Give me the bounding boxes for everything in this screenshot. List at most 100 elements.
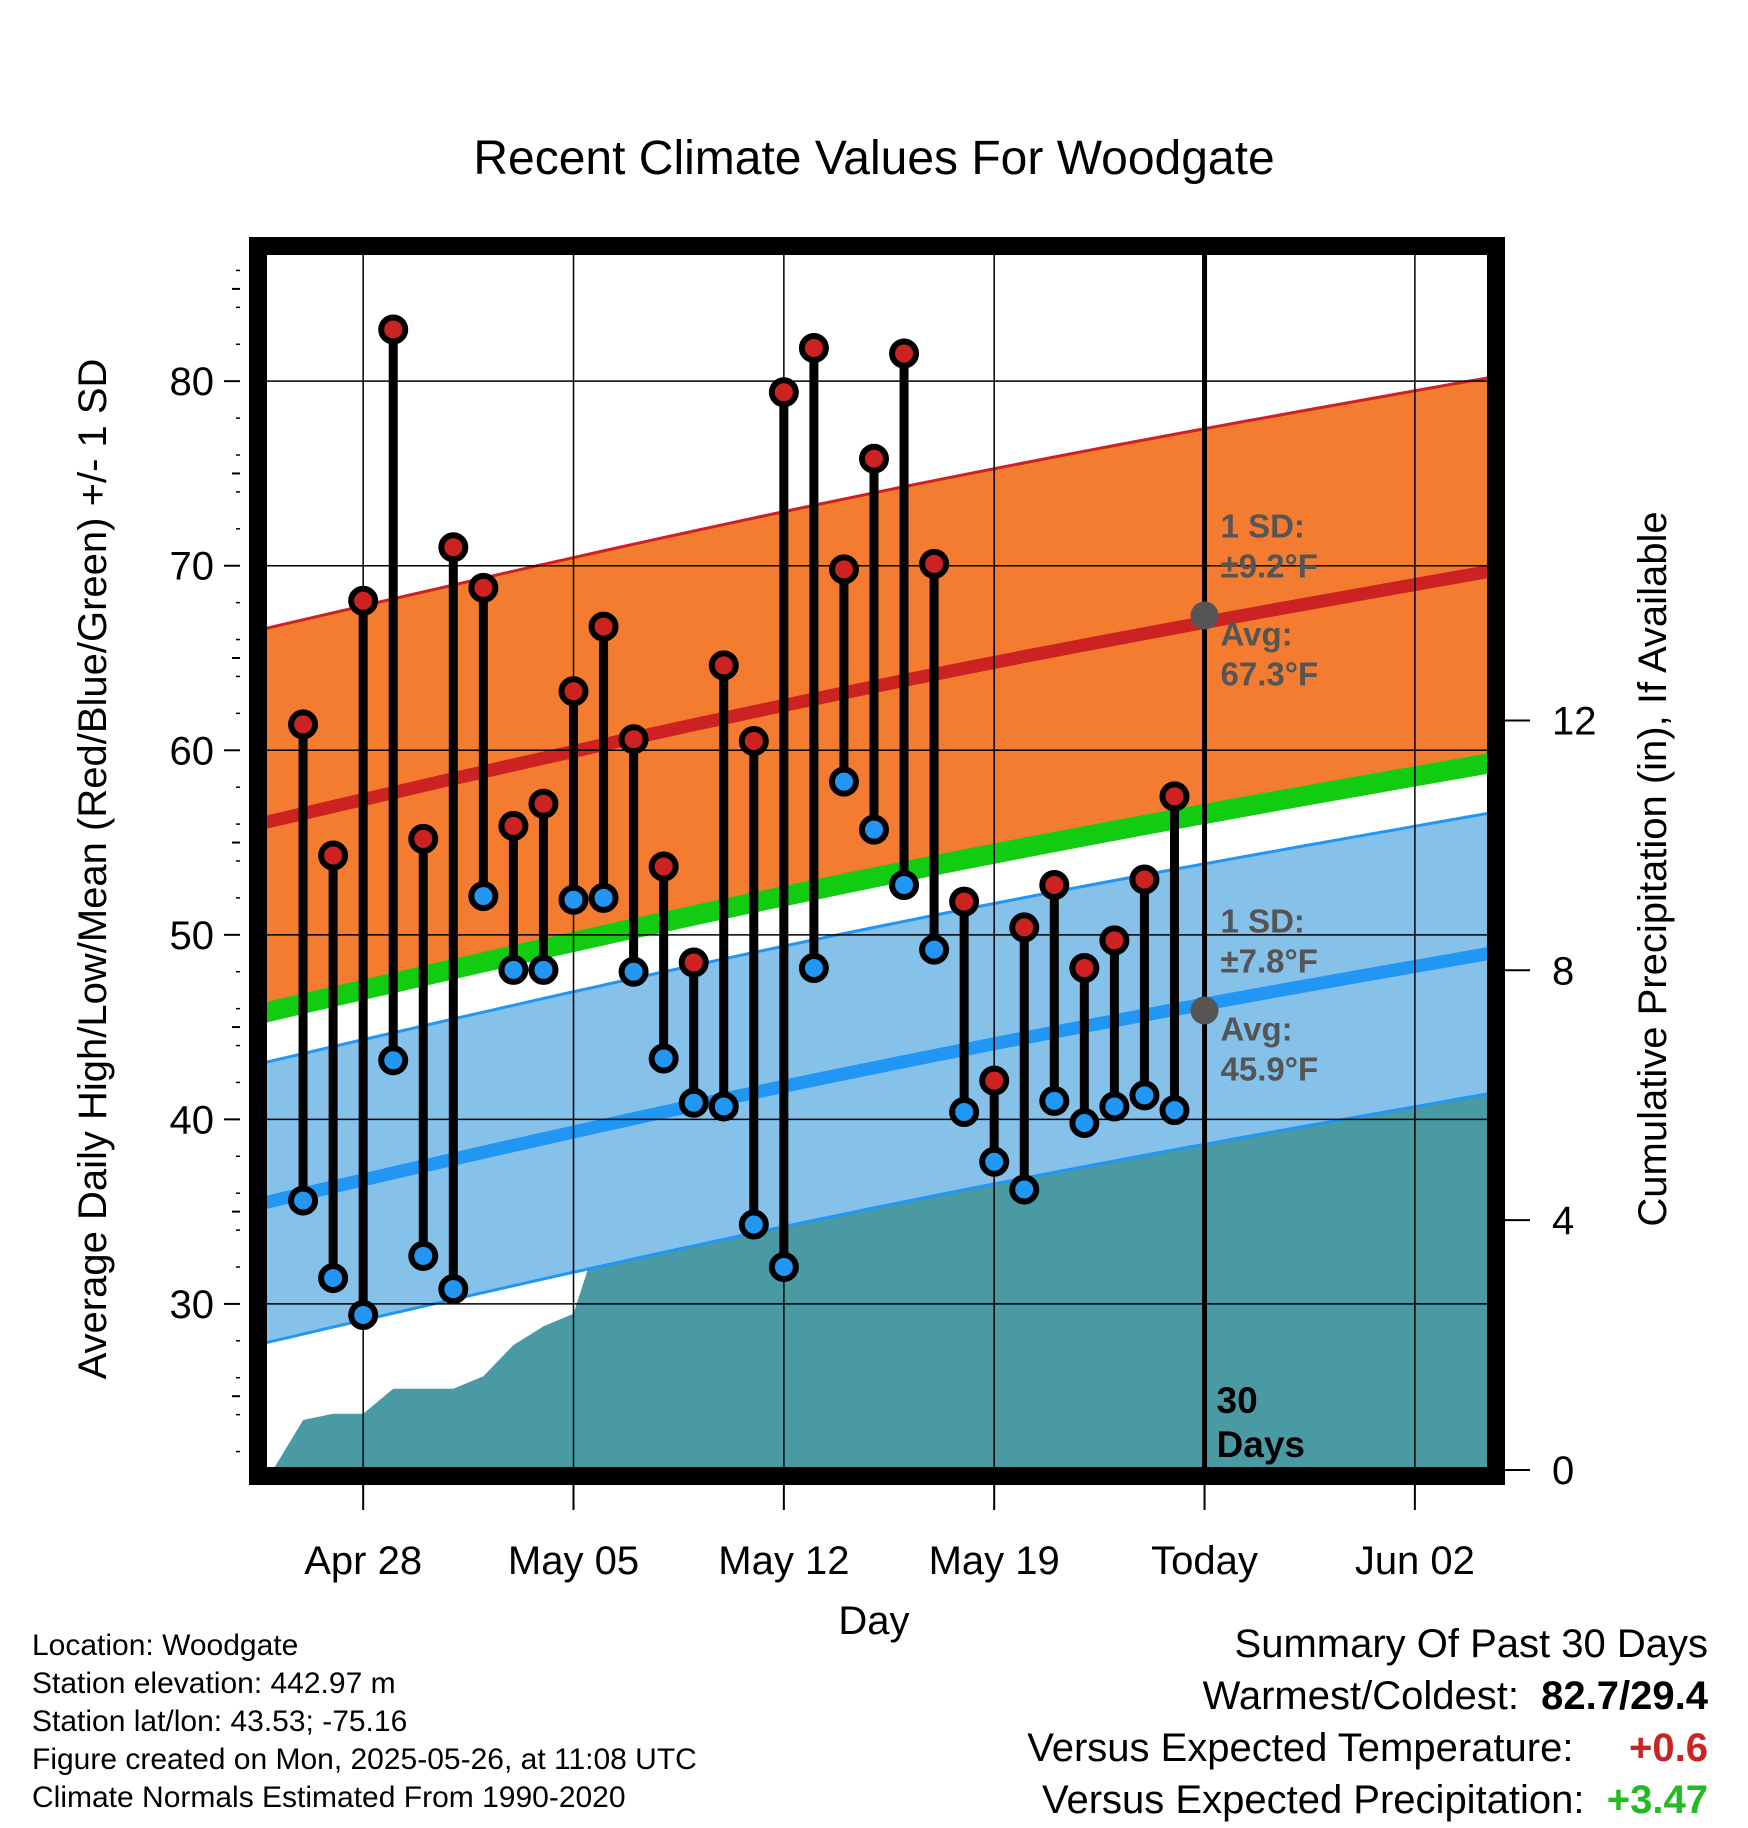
daily-low-point: [889, 869, 920, 900]
daily-low-point: [378, 1045, 409, 1076]
daily-low-point: [919, 934, 950, 965]
precip-label: Versus Expected Precipitation:: [1042, 1778, 1585, 1822]
daily-low-point: [318, 1263, 349, 1294]
daily-low-point: [288, 1185, 319, 1216]
y-tick-label: 60: [170, 729, 215, 773]
high-normal-label: 1 SD:: [1221, 508, 1305, 545]
daily-high-point: [708, 650, 739, 681]
daily-high-point: [288, 709, 319, 740]
daily-low-point: [558, 884, 589, 915]
y2-tick-label: 0: [1552, 1449, 1574, 1493]
daily-high-point: [678, 947, 709, 978]
mean-normal-line: [258, 753, 1490, 1024]
y-tick-label: 50: [170, 914, 215, 958]
daily-low-point: [528, 954, 559, 985]
daily-high-point: [648, 851, 679, 882]
low-normal-label: 45.9°F: [1221, 1050, 1319, 1087]
daily-high-point: [1069, 953, 1100, 984]
y-axis-label: Average Daily High/Low/Mean (Red/Blue/Gr…: [71, 359, 115, 1380]
daily-low-point: [738, 1209, 769, 1240]
x-tick-label: May 05: [508, 1539, 639, 1583]
x-axis-label: Day: [838, 1599, 909, 1643]
daily-high-point: [618, 724, 649, 755]
footer-location: Location: Woodgate: [32, 1629, 299, 1662]
summary-heading: Summary Of Past 30 Days: [1234, 1622, 1708, 1666]
daily-low-point: [768, 1252, 799, 1282]
daily-high-point: [798, 332, 829, 363]
x-tick-label: Jun 02: [1355, 1539, 1475, 1583]
daily-high-point: [588, 611, 619, 642]
low-normal-label: Avg:: [1221, 1010, 1293, 1047]
temp-value: +0.6: [1629, 1726, 1708, 1770]
daily-high-point: [979, 1065, 1010, 1096]
daily-low-point: [828, 766, 859, 797]
summary-temp: Versus Expected Temperature: +0.6: [1027, 1722, 1708, 1774]
y2-tick-label: 8: [1552, 949, 1574, 993]
daily-high-point: [1039, 869, 1070, 900]
axes-layer: 30 40 50 60 70 80 0 4 8 12 Apr 28 May 05 May 12 May 1…: [170, 269, 1597, 1583]
daily-low-point: [678, 1087, 709, 1118]
daily-high-point: [828, 554, 859, 585]
high-normal-label: Avg:: [1221, 616, 1293, 653]
daily-high-point: [1129, 864, 1160, 895]
low-normal-line: [258, 946, 1490, 1211]
daily-low-point: [1069, 1108, 1100, 1139]
daily-high-point: [919, 548, 950, 579]
y2-tick-label: 12: [1552, 699, 1597, 743]
daily-low-point: [949, 1096, 980, 1127]
y-tick-label: 80: [170, 360, 215, 404]
y-tick-label: 70: [170, 545, 215, 589]
x-tick-label: Apr 28: [304, 1539, 422, 1583]
daily-high-point: [889, 338, 920, 369]
daily-temperature-layer: [288, 314, 1190, 1330]
daily-high-point: [859, 443, 889, 474]
chart-title: Recent Climate Values For Woodgate: [473, 132, 1274, 185]
plot-border: [249, 237, 1505, 1485]
daily-low-point: [1099, 1091, 1130, 1122]
daily-high-point: [1159, 781, 1190, 812]
low-normal-band: [258, 811, 1490, 1347]
y2-tick-label: 4: [1552, 1199, 1574, 1243]
low-normal-marker: [1190, 996, 1219, 1025]
daily-low-point: [438, 1274, 469, 1305]
daily-low-point: [1039, 1085, 1070, 1116]
precip-value: +3.47: [1606, 1778, 1708, 1822]
daily-high-point: [558, 676, 589, 707]
y-tick-label: 40: [170, 1098, 215, 1142]
daily-low-point: [618, 956, 649, 987]
footer-elevation: Station elevation: 442.97 m: [32, 1667, 396, 1700]
today-line-label: 30: [1217, 1380, 1258, 1421]
daily-low-point: [1009, 1174, 1040, 1205]
daily-low-point: [468, 881, 499, 912]
x-tick-label: Today: [1151, 1539, 1258, 1583]
temp-label: Versus Expected Temperature:: [1027, 1726, 1574, 1770]
daily-low-point: [979, 1146, 1010, 1177]
plot-frame: [249, 237, 1505, 1485]
daily-low-point: [1159, 1095, 1190, 1126]
daily-low-point: [408, 1240, 439, 1271]
y2-axis-label: Cumulative Precipitation (in), If Availa…: [1631, 511, 1675, 1226]
daily-high-point: [949, 886, 980, 917]
low-normal-label: ±7.8°F: [1221, 942, 1318, 979]
daily-low-point: [588, 882, 619, 913]
daily-high-point: [768, 377, 799, 408]
footer-normals: Climate Normals Estimated From 1990-2020: [32, 1781, 626, 1814]
warm-cold-label: Warmest/Coldest:: [1202, 1674, 1519, 1718]
warm-cold-value: 82.7/29.4: [1541, 1674, 1708, 1718]
footer-info: Location: Woodgate Station elevation: 44…: [32, 1627, 697, 1817]
daily-low-point: [798, 953, 829, 984]
daily-high-point: [1009, 912, 1040, 943]
summary-panel: Summary Of Past 30 Days Warmest/Coldest:…: [1027, 1618, 1708, 1826]
y-tick-label: 30: [170, 1283, 215, 1327]
daily-high-point: [318, 840, 349, 871]
summary-warm-cold: Warmest/Coldest: 82.7/29.4: [1027, 1670, 1708, 1722]
daily-low-point: [708, 1091, 739, 1122]
x-tick-label: May 19: [929, 1539, 1060, 1583]
high-normal-label: ±9.2°F: [1221, 548, 1318, 585]
daily-low-point: [648, 1043, 679, 1074]
high-normal-label: 67.3°F: [1221, 656, 1319, 693]
daily-low-point: [348, 1299, 379, 1330]
